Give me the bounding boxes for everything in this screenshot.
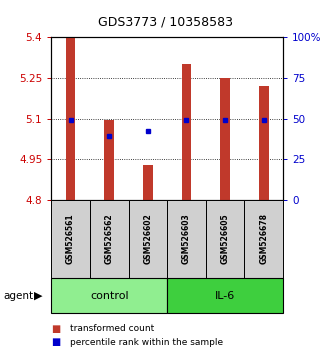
Text: IL-6: IL-6 (215, 291, 235, 301)
Bar (51, 200, 90, 278)
Text: ▶: ▶ (34, 291, 42, 301)
Text: GSM526602: GSM526602 (143, 213, 152, 264)
Bar (206, 200, 244, 278)
Bar (51, 278, 167, 313)
Bar (167, 200, 206, 278)
Text: GSM526678: GSM526678 (259, 213, 268, 264)
Bar (90, 200, 128, 278)
Text: percentile rank within the sample: percentile rank within the sample (70, 338, 223, 347)
Bar (167, 278, 283, 313)
Text: ■: ■ (51, 337, 61, 347)
Bar (143, 165, 153, 200)
Bar (220, 78, 230, 200)
Bar (128, 200, 167, 278)
Bar (104, 120, 114, 200)
Text: GSM526562: GSM526562 (105, 213, 114, 264)
Bar (66, 37, 75, 200)
Text: GDS3773 / 10358583: GDS3773 / 10358583 (98, 16, 233, 29)
Bar (182, 64, 191, 200)
Text: ■: ■ (51, 324, 61, 333)
Text: GSM526561: GSM526561 (66, 213, 75, 264)
Bar (259, 86, 268, 200)
Text: agent: agent (3, 291, 33, 301)
Text: GSM526603: GSM526603 (182, 213, 191, 264)
Text: control: control (90, 291, 128, 301)
Bar (244, 200, 283, 278)
Text: transformed count: transformed count (70, 324, 154, 333)
Text: GSM526605: GSM526605 (220, 213, 230, 264)
